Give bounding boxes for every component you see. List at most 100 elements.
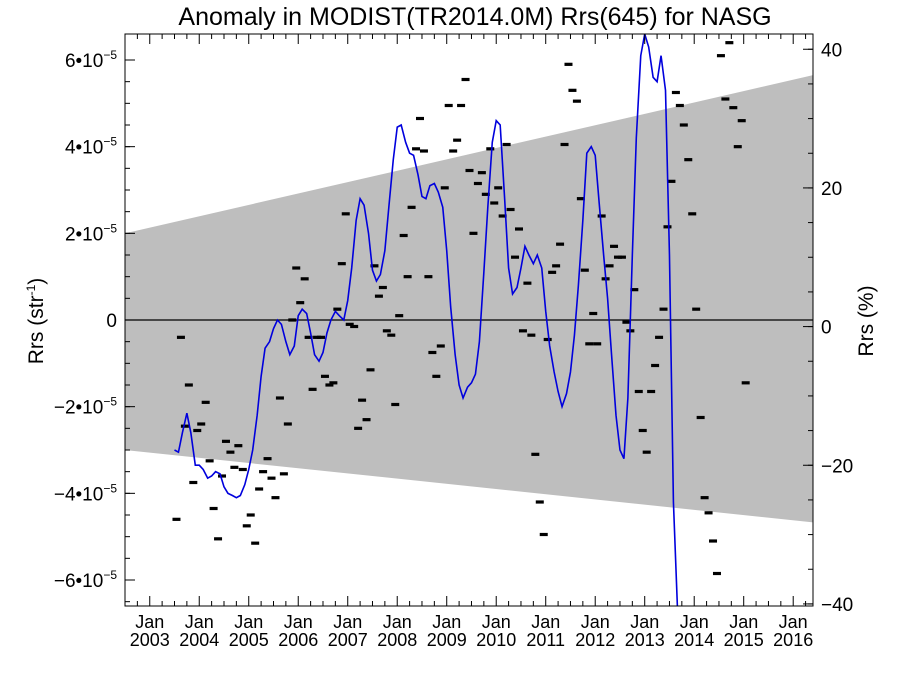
anomaly-marker bbox=[725, 41, 734, 45]
anomaly-marker bbox=[477, 171, 486, 175]
anomaly-marker bbox=[428, 350, 437, 355]
anomaly-marker bbox=[197, 422, 206, 426]
anomaly-marker bbox=[317, 335, 326, 339]
anomaly-marker bbox=[729, 106, 738, 110]
anomaly-marker bbox=[271, 496, 280, 500]
anomaly-marker bbox=[320, 374, 329, 378]
anomaly-marker bbox=[700, 496, 709, 500]
anomaly-marker bbox=[696, 415, 705, 420]
left-axis-label: Rrs (str-1) bbox=[24, 278, 48, 365]
anomaly-marker bbox=[205, 459, 214, 463]
anomaly-marker bbox=[440, 186, 449, 190]
anomaly-marker bbox=[436, 344, 445, 348]
anomaly-marker bbox=[523, 281, 532, 285]
anomaly-marker bbox=[176, 335, 185, 339]
anomaly-marker bbox=[407, 205, 416, 209]
anomaly-marker bbox=[531, 452, 540, 456]
anomaly-marker bbox=[444, 103, 453, 108]
anomaly-marker bbox=[354, 426, 363, 430]
anomaly-marker bbox=[263, 457, 272, 461]
uncertainty-band bbox=[125, 75, 813, 523]
anomaly-marker bbox=[617, 255, 626, 259]
anomaly-marker bbox=[675, 103, 684, 108]
anomaly-marker bbox=[329, 381, 338, 385]
anomaly-marker bbox=[283, 422, 292, 426]
anomaly-marker bbox=[511, 255, 520, 259]
anomaly-marker bbox=[655, 335, 664, 339]
anomaly-marker bbox=[716, 54, 725, 58]
anomaly-marker bbox=[230, 465, 239, 469]
anomaly-marker bbox=[259, 470, 268, 474]
anomaly-marker bbox=[568, 88, 577, 92]
x-tick-month-label: Jan bbox=[185, 612, 214, 632]
x-tick-year-label: 2005 bbox=[229, 630, 269, 650]
anomaly-marker bbox=[412, 147, 421, 151]
x-tick-year-label: 2010 bbox=[476, 630, 516, 650]
anomaly-marker bbox=[288, 318, 297, 322]
left-tick-label: 4•10−5 bbox=[65, 135, 117, 159]
anomaly-marker bbox=[486, 147, 495, 151]
anomaly-marker bbox=[189, 480, 198, 485]
anomaly-marker bbox=[634, 389, 643, 394]
anomaly-marker bbox=[296, 301, 305, 305]
anomaly-marker bbox=[514, 227, 523, 231]
left-tick-label: 0 bbox=[106, 311, 117, 332]
anomaly-marker bbox=[292, 266, 301, 270]
anomaly-marker bbox=[663, 225, 672, 229]
anomaly-marker bbox=[712, 571, 721, 576]
anomaly-marker bbox=[218, 474, 227, 478]
anomaly-marker bbox=[374, 294, 383, 298]
anomaly-marker bbox=[308, 387, 317, 391]
right-tick-label: 40 bbox=[821, 40, 842, 61]
anomaly-marker bbox=[395, 314, 404, 318]
anomaly-marker bbox=[647, 389, 656, 394]
anomaly-marker bbox=[415, 116, 424, 121]
x-tick-year-label: 2003 bbox=[130, 630, 170, 650]
anomaly-marker bbox=[721, 97, 730, 101]
x-tick-year-label: 2014 bbox=[674, 630, 714, 650]
anomaly-marker bbox=[370, 264, 379, 268]
anomaly-marker bbox=[246, 513, 255, 517]
anomaly-marker bbox=[214, 537, 223, 541]
x-tick-month-label: Jan bbox=[383, 612, 412, 632]
anomaly-marker bbox=[275, 396, 284, 400]
anomaly-marker bbox=[465, 168, 474, 173]
left-tick-label: 6•10−5 bbox=[65, 48, 117, 72]
x-tick-month-label: Jan bbox=[729, 612, 758, 632]
right-axis-label: Rrs (%) bbox=[855, 285, 878, 356]
anomaly-marker bbox=[209, 506, 218, 511]
anomaly-marker bbox=[630, 288, 639, 292]
x-tick-year-label: 2009 bbox=[427, 630, 467, 650]
right-tick-label: 20 bbox=[821, 179, 842, 200]
anomaly-marker bbox=[399, 233, 408, 238]
anomaly-marker bbox=[453, 138, 462, 142]
anomaly-marker bbox=[242, 524, 251, 528]
anomaly-marker bbox=[733, 145, 742, 149]
anomaly-marker bbox=[481, 192, 490, 196]
anomaly-marker bbox=[692, 307, 701, 311]
anomaly-marker bbox=[527, 333, 536, 337]
anomaly-marker bbox=[560, 142, 569, 147]
anomaly-marker bbox=[234, 444, 243, 448]
right-tick-label: −40 bbox=[821, 595, 853, 616]
anomaly-marker bbox=[279, 472, 288, 476]
anomaly-marker bbox=[622, 320, 631, 324]
anomaly-marker bbox=[667, 179, 676, 183]
right-tick-label: −20 bbox=[821, 456, 853, 477]
x-tick-month-label: Jan bbox=[482, 612, 511, 632]
anomaly-marker bbox=[341, 212, 350, 216]
x-tick-month-label: Jan bbox=[284, 612, 313, 632]
anomaly-marker bbox=[432, 374, 441, 378]
anomaly-marker bbox=[539, 532, 548, 537]
left-tick-label: −4•10−5 bbox=[54, 481, 117, 505]
anomaly-marker bbox=[580, 268, 589, 272]
anomaly-marker bbox=[172, 517, 181, 521]
anomaly-marker bbox=[535, 500, 544, 504]
anomaly-marker bbox=[688, 212, 697, 216]
anomaly-marker bbox=[350, 324, 359, 329]
x-tick-year-label: 2007 bbox=[328, 630, 368, 650]
anomaly-marker bbox=[556, 242, 565, 246]
anomaly-marker bbox=[610, 244, 619, 248]
anomaly-marker bbox=[552, 264, 561, 268]
